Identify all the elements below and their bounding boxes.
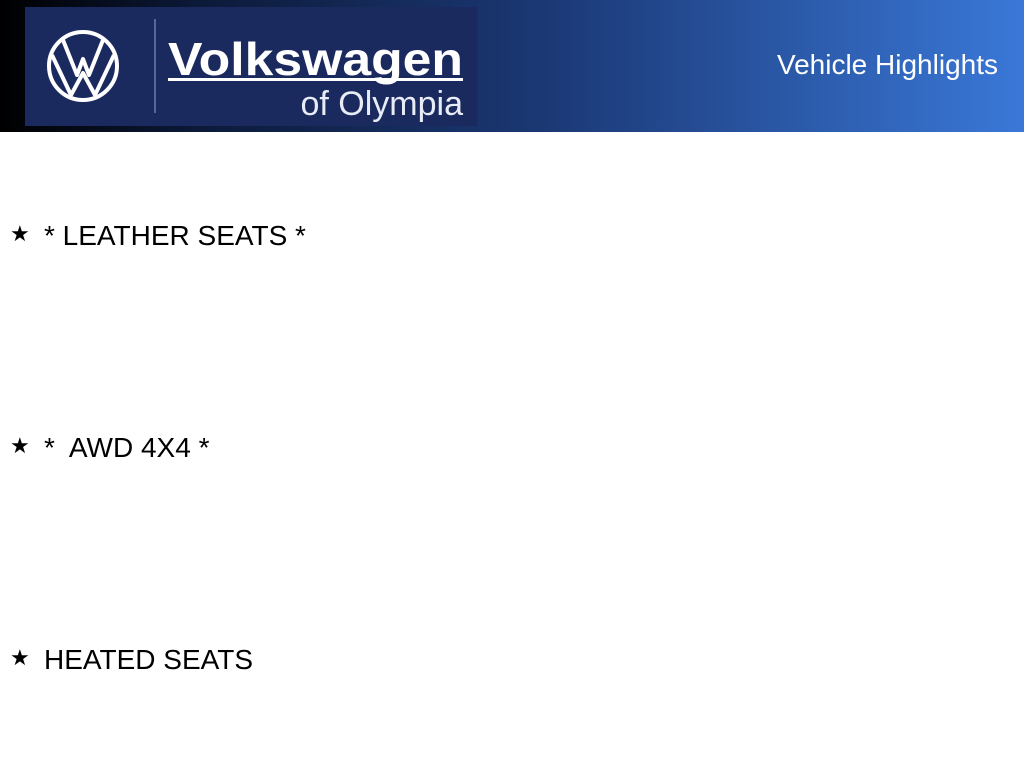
highlight-label: HEATED SEATS — [44, 644, 254, 675]
star-icon: ★ — [10, 221, 30, 246]
star-icon: ★ — [10, 645, 30, 670]
highlight-item: ★ * AWD 4X4 * — [10, 432, 209, 464]
header-banner: Volkswagen of Olympia Vehicle Highlights — [0, 0, 1024, 132]
dealer-logo: Volkswagen of Olympia — [25, 7, 477, 126]
highlight-label: * AWD 4X4 * — [44, 432, 210, 463]
page-title: Vehicle Highlights — [776, 49, 998, 80]
highlight-label: * LEATHER SEATS * — [44, 220, 306, 251]
highlight-item: ★ HEATED SEATS — [10, 644, 253, 676]
svg-text:of Olympia: of Olympia — [301, 85, 464, 123]
vw-logo-icon: Volkswagen of Olympia — [47, 19, 464, 123]
svg-text:Volkswagen: Volkswagen — [168, 33, 463, 85]
star-icon: ★ — [10, 433, 30, 458]
highlight-item: ★ * LEATHER SEATS * — [10, 220, 306, 252]
